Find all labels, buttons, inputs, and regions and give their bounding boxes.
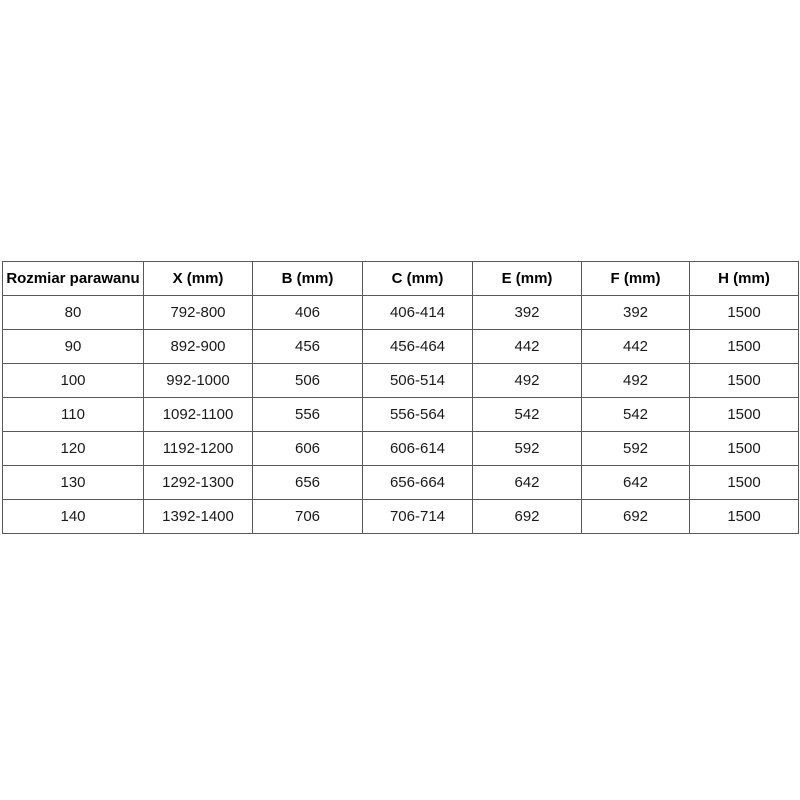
table-cell: 506: [252, 363, 363, 398]
table-cell: 542: [581, 397, 690, 432]
table-row: 120 1192-1200 606 606-614 592 592 1500: [2, 431, 799, 466]
table-cell: 642: [581, 465, 690, 500]
header-f-mm: F (mm): [581, 261, 690, 296]
table-row: 80 792-800 406 406-414 392 392 1500: [2, 295, 799, 330]
table-cell: 592: [472, 431, 582, 466]
table-cell: 456: [252, 329, 363, 364]
table-row: 140 1392-1400 706 706-714 692 692 1500: [2, 499, 799, 534]
table-cell: 692: [581, 499, 690, 534]
table-cell: 1500: [689, 397, 799, 432]
table-cell: 992-1000: [143, 363, 253, 398]
table-cell: 792-800: [143, 295, 253, 330]
table-cell: 1500: [689, 499, 799, 534]
table-cell: 1500: [689, 431, 799, 466]
table-cell: 1192-1200: [143, 431, 253, 466]
table-cell: 556-564: [362, 397, 473, 432]
table-row: 100 992-1000 506 506-514 492 492 1500: [2, 363, 799, 398]
table-cell: 392: [472, 295, 582, 330]
table-row: 90 892-900 456 456-464 442 442 1500: [2, 329, 799, 364]
table-body: 80 792-800 406 406-414 392 392 1500 90 892-900 45…: [2, 295, 799, 534]
table-header-row: Rozmiar parawanu X (mm) B (mm) C (mm) E …: [2, 261, 799, 296]
table-cell: 1500: [689, 329, 799, 364]
table-cell: 692: [472, 499, 582, 534]
table-cell: 140: [2, 499, 144, 534]
table-cell: 406-414: [362, 295, 473, 330]
table-cell: 1292-1300: [143, 465, 253, 500]
table-header: Rozmiar parawanu X (mm) B (mm) C (mm) E …: [2, 261, 799, 296]
table-cell: 706: [252, 499, 363, 534]
dimensions-table-container: Rozmiar parawanu X (mm) B (mm) C (mm) E …: [2, 261, 799, 534]
table-cell: 1500: [689, 295, 799, 330]
table-cell: 120: [2, 431, 144, 466]
table-cell: 1500: [689, 363, 799, 398]
table-cell: 492: [581, 363, 690, 398]
table-cell: 892-900: [143, 329, 253, 364]
table-cell: 130: [2, 465, 144, 500]
table-cell: 442: [581, 329, 690, 364]
table-cell: 606-614: [362, 431, 473, 466]
table-cell: 592: [581, 431, 690, 466]
table-cell: 110: [2, 397, 144, 432]
header-b-mm: B (mm): [252, 261, 363, 296]
header-rozmiar-parawanu: Rozmiar parawanu: [2, 261, 144, 296]
table-cell: 706-714: [362, 499, 473, 534]
table-cell: 392: [581, 295, 690, 330]
header-c-mm: C (mm): [362, 261, 473, 296]
table-cell: 90: [2, 329, 144, 364]
table-cell: 656-664: [362, 465, 473, 500]
table-cell: 442: [472, 329, 582, 364]
header-h-mm: H (mm): [689, 261, 799, 296]
table-cell: 1392-1400: [143, 499, 253, 534]
table-cell: 542: [472, 397, 582, 432]
table-cell: 100: [2, 363, 144, 398]
table-cell: 642: [472, 465, 582, 500]
table-cell: 1092-1100: [143, 397, 253, 432]
header-e-mm: E (mm): [472, 261, 582, 296]
table-cell: 456-464: [362, 329, 473, 364]
table-cell: 506-514: [362, 363, 473, 398]
table-cell: 656: [252, 465, 363, 500]
table-row: 130 1292-1300 656 656-664 642 642 1500: [2, 465, 799, 500]
dimensions-table: Rozmiar parawanu X (mm) B (mm) C (mm) E …: [2, 261, 799, 534]
table-cell: 492: [472, 363, 582, 398]
table-cell: 1500: [689, 465, 799, 500]
header-x-mm: X (mm): [143, 261, 253, 296]
table-row: 110 1092-1100 556 556-564 542 542 1500: [2, 397, 799, 432]
table-cell: 80: [2, 295, 144, 330]
table-cell: 556: [252, 397, 363, 432]
table-cell: 406: [252, 295, 363, 330]
table-cell: 606: [252, 431, 363, 466]
